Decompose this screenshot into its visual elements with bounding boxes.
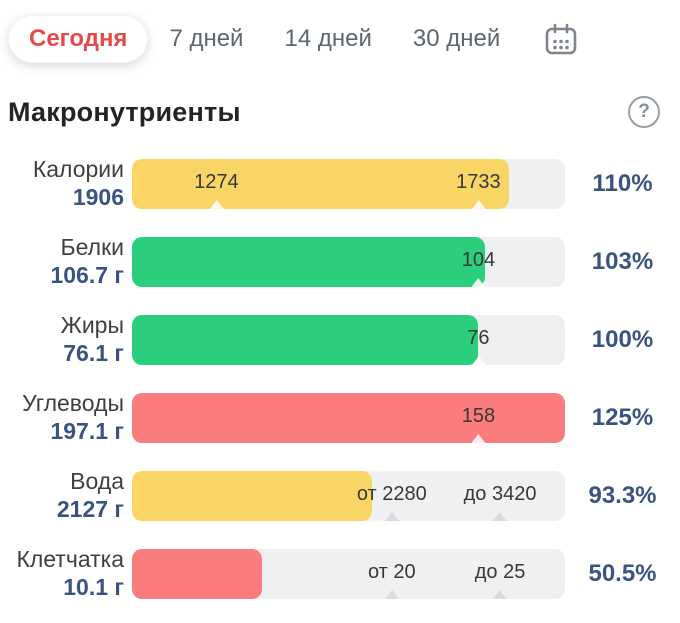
bar-marker: 104 bbox=[462, 237, 495, 287]
macro-value: 106.7 г bbox=[50, 262, 124, 288]
bar-marker: 158 bbox=[462, 393, 495, 443]
row-label: Углеводы 197.1 г bbox=[0, 390, 132, 445]
marker-pointer-icon bbox=[493, 512, 508, 521]
marker-pointer-icon bbox=[471, 434, 486, 443]
tab-7-days[interactable]: 7 дней bbox=[169, 17, 243, 61]
progress-bar: от 20 до 25 bbox=[132, 549, 565, 599]
marker-label: до 3420 bbox=[463, 482, 537, 505]
percent-value: 103% bbox=[591, 248, 654, 275]
macro-name: Белки bbox=[60, 234, 124, 261]
row-label: Белки 106.7 г bbox=[0, 234, 132, 289]
percent-value: 93.3% bbox=[588, 482, 657, 509]
percent-value: 110% bbox=[592, 170, 653, 197]
macronutrient-list: Калории 1906 1274 1733 110% Белки 106.7 г… bbox=[0, 128, 680, 599]
macro-name: Вода bbox=[70, 468, 124, 495]
marker-label: 76 bbox=[467, 326, 490, 349]
progress-bar: 104 bbox=[132, 237, 565, 287]
macro-name: Клетчатка bbox=[16, 546, 124, 573]
marker-label: 158 bbox=[461, 404, 496, 427]
bar-marker: 1274 bbox=[194, 159, 239, 209]
percent-value: 50.5% bbox=[588, 560, 657, 587]
marker-label: от 20 bbox=[367, 560, 416, 583]
marker-pointer-icon bbox=[384, 590, 399, 599]
macro-row-water: Вода 2127 г от 2280 до 3420 93.3% bbox=[0, 468, 680, 523]
macro-row-proteins: Белки 106.7 г 104 103% bbox=[0, 234, 680, 289]
progress-bar: 1274 1733 bbox=[132, 159, 565, 209]
marker-pointer-icon bbox=[471, 356, 486, 365]
bar-fill bbox=[132, 315, 479, 365]
progress-bar: 76 bbox=[132, 315, 565, 365]
bar-marker: до 25 bbox=[474, 549, 526, 599]
macro-row-fiber: Клетчатка 10.1 г от 20 до 25 50.5% bbox=[0, 546, 680, 601]
row-label: Калории 1906 bbox=[0, 156, 132, 211]
progress-bar: 158 bbox=[132, 393, 565, 443]
macro-name: Калории bbox=[32, 156, 124, 183]
bar-fill bbox=[132, 549, 262, 599]
bar-marker: до 3420 bbox=[463, 471, 537, 521]
marker-pointer-icon bbox=[493, 590, 508, 599]
calendar-icon bbox=[543, 23, 579, 61]
marker-label: до 25 bbox=[474, 560, 526, 583]
bar-fill bbox=[132, 471, 373, 521]
help-icon[interactable]: ? bbox=[628, 96, 660, 128]
marker-pointer-icon bbox=[209, 200, 224, 209]
progress-bar: от 2280 до 3420 bbox=[132, 471, 565, 521]
macro-name: Жиры bbox=[60, 312, 124, 339]
macro-row-carbs: Углеводы 197.1 г 158 125% bbox=[0, 390, 680, 445]
bar-fill bbox=[132, 393, 565, 443]
bar-marker: 76 bbox=[467, 315, 490, 365]
marker-pointer-icon bbox=[471, 200, 486, 209]
bar-marker: от 20 bbox=[368, 549, 416, 599]
tab-today[interactable]: Сегодня bbox=[8, 15, 149, 63]
row-label: Клетчатка 10.1 г bbox=[0, 546, 132, 601]
marker-label: 1733 bbox=[456, 170, 501, 193]
bar-marker: от 2280 bbox=[357, 471, 427, 521]
macro-row-fats: Жиры 76.1 г 76 100% bbox=[0, 312, 680, 367]
row-label: Жиры 76.1 г bbox=[0, 312, 132, 367]
row-label: Вода 2127 г bbox=[0, 468, 132, 523]
macro-value: 76.1 г bbox=[63, 340, 124, 366]
marker-label: от 2280 bbox=[356, 482, 427, 505]
calendar-icon-button[interactable] bbox=[543, 22, 579, 58]
bar-fill bbox=[132, 159, 509, 209]
macro-value: 197.1 г bbox=[50, 418, 124, 444]
macro-row-calories: Калории 1906 1274 1733 110% bbox=[0, 156, 680, 211]
period-tabbar: Сегодня 7 дней 14 дней 30 дней bbox=[0, 0, 680, 64]
tab-30-days[interactable]: 30 дней bbox=[413, 17, 500, 61]
macro-value: 2127 г bbox=[56, 496, 124, 522]
marker-pointer-icon bbox=[471, 278, 486, 287]
page-title: Макронутриенты bbox=[8, 96, 241, 127]
section-header: Макронутриенты ? bbox=[0, 64, 680, 128]
macro-value: 1906 bbox=[72, 184, 124, 210]
percent-value: 125% bbox=[591, 404, 654, 431]
macro-value: 10.1 г bbox=[63, 574, 124, 600]
bar-marker: 1733 bbox=[456, 159, 501, 209]
marker-label: 1274 bbox=[194, 170, 239, 193]
marker-label: 104 bbox=[461, 248, 496, 271]
marker-pointer-icon bbox=[384, 512, 399, 521]
tab-14-days[interactable]: 14 дней bbox=[284, 17, 371, 61]
macro-name: Углеводы bbox=[22, 390, 124, 417]
bar-fill bbox=[132, 237, 485, 287]
percent-value: 100% bbox=[591, 326, 654, 353]
